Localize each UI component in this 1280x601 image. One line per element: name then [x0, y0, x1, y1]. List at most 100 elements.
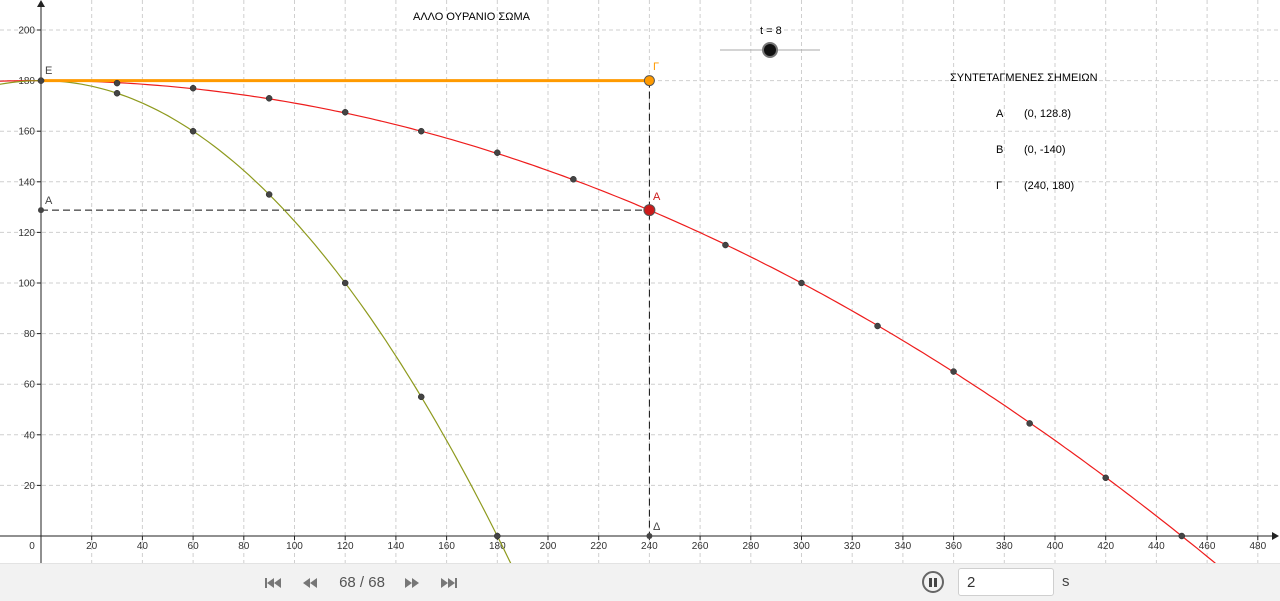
trace-point-red-curve[interactable] [418, 127, 425, 135]
coordinates-panel: ΣΥΝΤΕΤΑΓΜΕΝΕΣ ΣΗΜΕΙΩΝ Α (0, 128.8) Β (0,… [950, 72, 1098, 192]
y-tick-label: 80 [24, 329, 36, 340]
y-tick-label: 120 [18, 228, 35, 239]
x-tick-label: 100 [286, 541, 303, 552]
points[interactable] [37, 75, 1185, 540]
skip-to-end-icon [441, 578, 457, 588]
skip-to-start-button[interactable] [260, 573, 286, 593]
trace-point-green-curve[interactable] [341, 279, 349, 287]
trace-point-red-curve[interactable] [265, 95, 273, 102]
x-tick-label: 60 [188, 541, 200, 552]
slider-handle[interactable] [762, 42, 778, 58]
x-tick-label: 220 [590, 541, 607, 552]
trace-point-green-curve[interactable] [494, 532, 501, 540]
x-tick-label: 340 [895, 541, 912, 552]
x-tick-label: 160 [438, 541, 455, 552]
skip-to-start-icon [265, 578, 281, 588]
dashed-guides [41, 80, 650, 536]
x-tick-label: 400 [1047, 541, 1064, 552]
animation-speed-input[interactable] [958, 568, 1054, 596]
step-back-button[interactable] [297, 573, 323, 593]
trace-point-red-curve[interactable] [1102, 474, 1109, 482]
x-tick-label: 80 [238, 541, 250, 552]
pause-icon [928, 577, 938, 587]
graph-canvas[interactable]: 20 40 60 80 100 120 140 160 180 200 220 240 260 280 30… [0, 0, 1280, 563]
x-tick-label: 480 [1249, 541, 1266, 552]
trace-point-red-curve[interactable] [874, 322, 881, 330]
x-tick-label: 280 [742, 541, 759, 552]
x-tick-label: 20 [86, 541, 98, 552]
x-tick-label: 440 [1148, 541, 1165, 552]
x-tick-label: 200 [540, 541, 557, 552]
trace-point-red-curve[interactable] [189, 84, 197, 92]
step-forward-button[interactable] [399, 573, 425, 593]
y-tick-label: 140 [18, 177, 35, 188]
point-A-on-axis[interactable] [38, 207, 44, 214]
y-tick-label: 40 [24, 430, 36, 441]
point-A-moving[interactable] [643, 204, 656, 217]
t-slider[interactable]: t = 8 [720, 25, 820, 58]
origin-label: 0 [29, 541, 35, 552]
x-tick-label: 460 [1199, 541, 1216, 552]
trace-point-red-curve[interactable] [950, 368, 957, 375]
label-E: Ε [45, 65, 52, 77]
y-tick-label: 20 [24, 481, 36, 492]
x-tick-label: 420 [1097, 541, 1114, 552]
point-E[interactable] [38, 77, 44, 84]
y-tick-label: 200 [18, 26, 35, 37]
x-axis-arrow [1272, 532, 1279, 540]
trajectory-curve-green [0, 79, 512, 563]
animation-toolbar: 68 / 68 s [0, 563, 1280, 601]
coord-row-name: Α [996, 108, 1004, 120]
point-Delta[interactable] [646, 533, 653, 539]
x-tick-label: 140 [388, 541, 405, 552]
y-axis-arrow [37, 0, 45, 7]
x-tick-label: 360 [945, 541, 962, 552]
y-tick-label: 160 [18, 127, 35, 138]
coord-row-name: Γ [996, 180, 1002, 192]
coord-row-name: Β [996, 144, 1003, 156]
label-Delta: Δ [653, 521, 661, 533]
coord-row-value: (0, 128.8) [1024, 108, 1071, 120]
trace-point-green-curve[interactable] [189, 127, 197, 135]
trace-point-green-curve[interactable] [418, 393, 425, 401]
step-back-icon [303, 578, 317, 588]
x-tick-label: 120 [337, 541, 354, 552]
trace-point-red-curve[interactable] [722, 241, 729, 249]
x-tick-label: 260 [692, 541, 709, 552]
label-A-moving: Α [653, 191, 661, 203]
step-counter: 68 / 68 [339, 574, 385, 591]
x-tick-label: 320 [844, 541, 861, 552]
step-forward-icon [405, 578, 419, 588]
y-tick-label: 100 [18, 279, 35, 290]
point-Gamma[interactable] [643, 75, 655, 87]
graph-title: ΑΛΛΟ ΟΥΡΑΝΙΟ ΣΩΜΑ [413, 11, 531, 23]
label-A-axis: Α [45, 195, 53, 207]
trace-point-red-curve[interactable] [113, 79, 121, 87]
trace-point-red-curve[interactable] [494, 149, 501, 156]
y-tick-label: 60 [24, 380, 36, 391]
grid-lines [0, 0, 1280, 563]
trace-point-red-curve[interactable] [1026, 420, 1033, 427]
slider-label: t = 8 [760, 25, 782, 37]
speed-unit-label: s [1062, 573, 1070, 590]
coord-row-value: (240, 180) [1024, 180, 1074, 192]
tick-labels: 20 40 60 80 100 120 140 160 180 200 220 240 260 280 30… [18, 26, 1266, 553]
x-tick-label: 180 [489, 541, 506, 552]
trace-point-green-curve[interactable] [265, 191, 273, 198]
trace-point-red-curve[interactable] [341, 108, 349, 116]
trace-point-green-curve[interactable] [113, 90, 121, 97]
trace-point-red-curve[interactable] [570, 176, 577, 183]
coord-row-value: (0, -140) [1024, 144, 1066, 156]
axes [0, 0, 1279, 563]
x-tick-label: 300 [793, 541, 810, 552]
point-labels: Α Α Ε Γ Δ [45, 61, 661, 533]
pause-button[interactable] [922, 571, 944, 593]
graphics-view[interactable]: 20 40 60 80 100 120 140 160 180 200 220 240 260 280 30… [0, 0, 1280, 563]
skip-to-end-button[interactable] [436, 573, 462, 593]
x-tick-label: 380 [996, 541, 1013, 552]
x-tick-label: 240 [641, 541, 658, 552]
trace-point-red-curve[interactable] [798, 279, 805, 287]
coordinates-heading: ΣΥΝΤΕΤΑΓΜΕΝΕΣ ΣΗΜΕΙΩΝ [950, 72, 1098, 84]
trace-point-red-curve[interactable] [1178, 532, 1185, 540]
x-tick-label: 40 [137, 541, 149, 552]
